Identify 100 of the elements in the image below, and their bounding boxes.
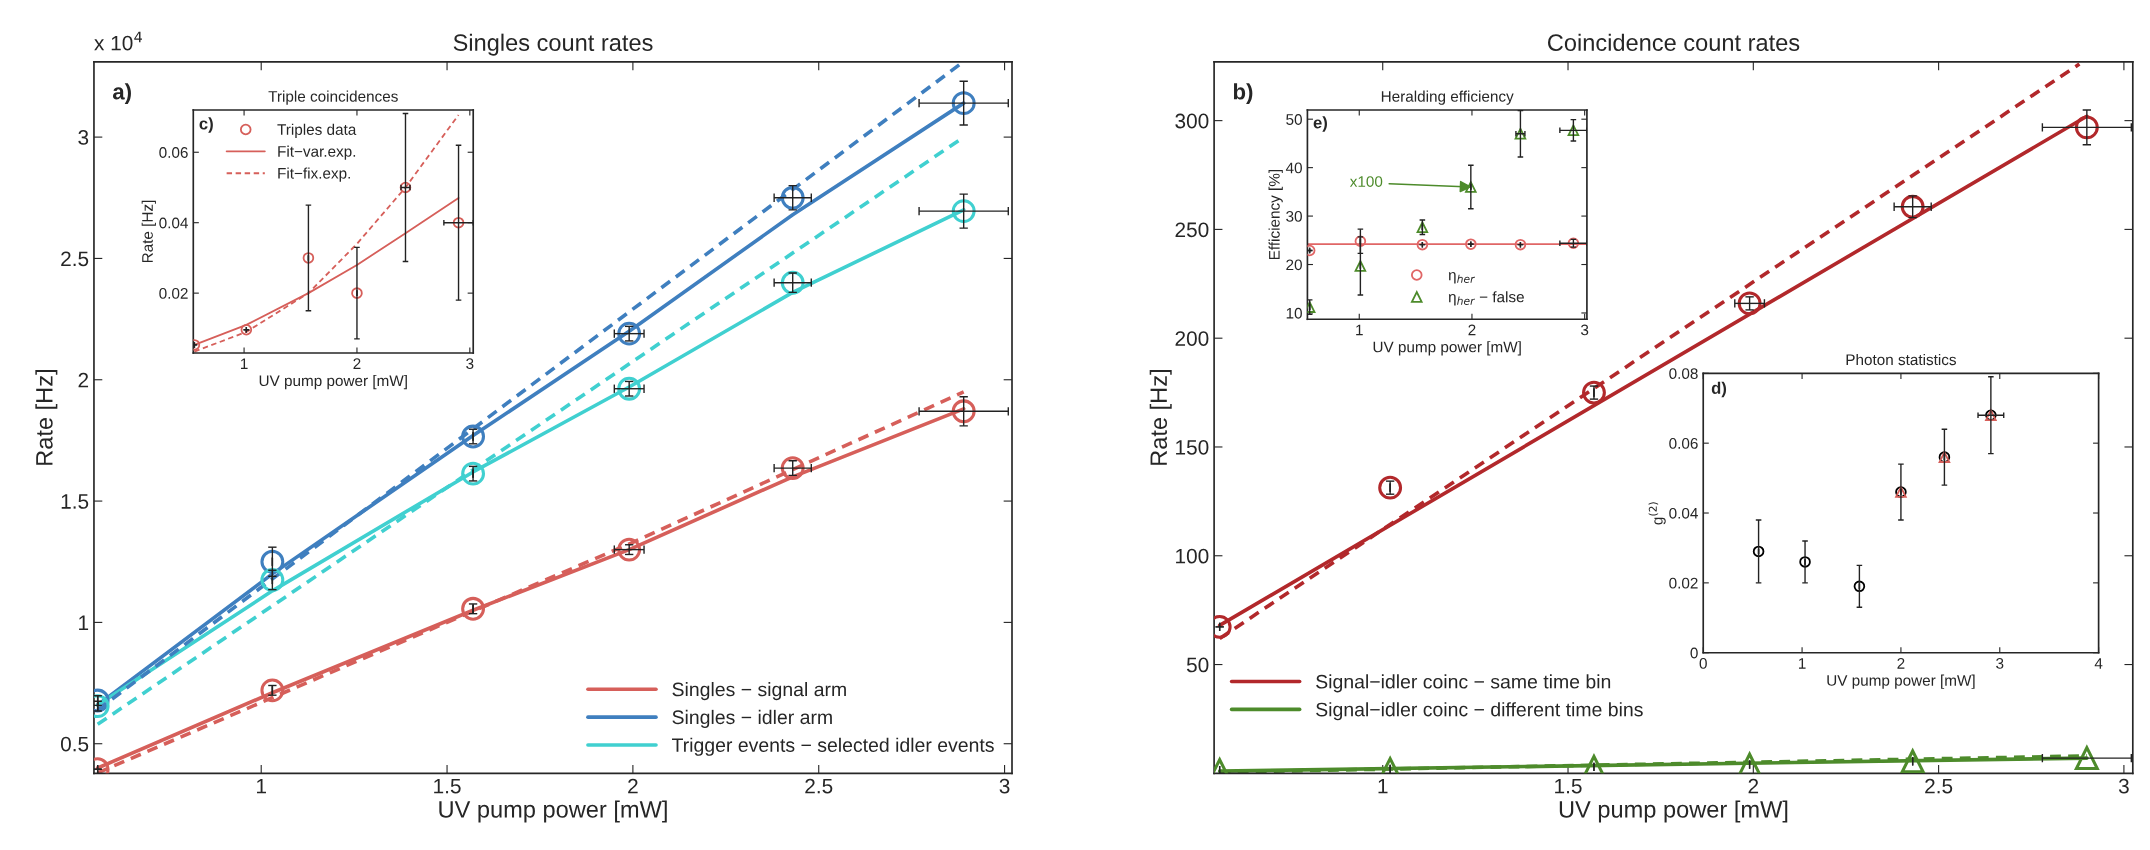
point [351, 287, 363, 299]
point [461, 461, 486, 486]
legend-label: η$_{her}$ − false [1448, 291, 1524, 306]
legend-label: Trigger events − selected idler events [671, 737, 994, 756]
y-axis-title: g$^{(2)}$ [1648, 502, 1666, 525]
point [240, 323, 253, 336]
point [1737, 291, 1762, 316]
point [1416, 238, 1429, 251]
y-tick-label: 2 [78, 372, 89, 388]
x-axis-title: UV pump power [mW] [1559, 800, 1788, 823]
y-tick-label: 0.06 [159, 147, 188, 158]
y-tick-label: 1.5 [61, 494, 89, 509]
chart-title: Triple coincidences [268, 90, 398, 105]
point [1416, 221, 1429, 233]
point [1514, 238, 1527, 251]
point [1354, 235, 1367, 248]
text: x 10$^{4}$ [94, 31, 142, 51]
annotation: d) [1711, 381, 1727, 398]
point [780, 456, 805, 481]
legend-label: Signal−idler coinc − different time bins [1316, 702, 1643, 721]
x-tick-label: 3 [1581, 324, 1589, 336]
annotation: x100 [1349, 176, 1383, 187]
annotation: b) [1233, 83, 1253, 104]
legend-label: Fit−fix.exp. [278, 167, 350, 182]
y-tick-label: 0 [1690, 647, 1698, 659]
y-tick-label: 100 [1176, 548, 1209, 564]
point [617, 321, 642, 346]
y-tick-label: 300 [1175, 113, 1209, 129]
point [1799, 556, 1811, 568]
x-tick-label: 2 [1748, 778, 1759, 794]
chart-title: Coincidence count rates [1548, 33, 1800, 51]
point [1582, 380, 1606, 405]
x-tick-label: 3 [1996, 657, 2004, 669]
y-tick-label: 0.04 [1669, 507, 1698, 519]
y-tick-label: 200 [1175, 331, 1209, 346]
chart-title: Heralding efficiency [1381, 90, 1514, 105]
y-tick-label: 0.08 [1669, 368, 1698, 380]
y-tick-label: 2.5 [61, 251, 89, 267]
x-tick-label: 1 [257, 778, 266, 794]
legend-label: Singles − idler arm [672, 709, 832, 728]
x-tick-label: 3 [999, 778, 1010, 794]
y-tick-label: 0.5 [60, 736, 89, 752]
x-tick-label: 3 [2118, 778, 2129, 794]
y-tick-label: 0.04 [159, 217, 188, 229]
x-tick-label: 2 [1897, 657, 1905, 669]
annotation: e) [1313, 116, 1327, 132]
point [1567, 124, 1580, 137]
x-axis-title: UV pump power [mW] [259, 374, 407, 390]
legend-label: Signal−idler coinc − same time bin [1316, 674, 1611, 693]
legend-label: Singles − signal arm [672, 682, 846, 701]
chart-title: Photon statistics [1846, 353, 1956, 366]
point [1465, 238, 1477, 250]
x-tick-label: 2 [1468, 324, 1476, 336]
point [260, 678, 285, 703]
point [951, 399, 976, 424]
point [1465, 181, 1477, 193]
y-tick-label: 20 [1286, 259, 1302, 271]
point [1853, 580, 1866, 593]
x-axis-title: UV pump power [mW] [1373, 341, 1521, 356]
x-tick-label: 1 [1378, 778, 1388, 794]
y-tick-label: 0.02 [1669, 577, 1698, 589]
x-tick-label: 2.5 [805, 778, 833, 794]
y-axis-title: Rate [Hz] [35, 370, 58, 465]
y-tick-label: 250 [1175, 222, 1209, 238]
x-tick-label: 0 [1699, 657, 1707, 669]
x-tick-label: 1 [241, 358, 248, 369]
x-axis-title: UV pump power [mW] [1827, 674, 1975, 689]
point [1378, 475, 1403, 500]
y-tick-label: 0.02 [159, 288, 188, 299]
point [617, 537, 642, 562]
x-tick-label: 1.5 [1555, 778, 1582, 794]
chart-title: Singles count rates [453, 33, 653, 56]
annotation: c) [199, 117, 213, 133]
point [617, 376, 642, 401]
x-tick-label: 1 [1356, 324, 1363, 336]
legend-label: Fit−var.exp. [278, 145, 356, 160]
y-axis-title: Efficiency [%] [1268, 170, 1283, 260]
y-tick-label: 150 [1176, 439, 1209, 455]
y-tick-label: 40 [1285, 162, 1302, 174]
annotation: a) [112, 83, 131, 104]
x-tick-label: 2 [353, 358, 361, 369]
y-tick-label: 50 [1186, 657, 1209, 673]
point [1354, 260, 1367, 272]
y-tick-label: 10 [1286, 307, 1302, 319]
x-tick-label: 2 [628, 778, 638, 794]
x-tick-label: 1 [1798, 658, 1806, 669]
point [461, 596, 486, 621]
point [780, 185, 805, 210]
y-tick-label: 3 [78, 130, 89, 145]
line-series [193, 114, 460, 353]
y-tick-label: 1 [79, 615, 89, 630]
y-tick-label: 50 [1286, 114, 1302, 125]
y-axis-title: Rate [Hz] [141, 200, 156, 263]
y-tick-label: 0.06 [1669, 438, 1698, 449]
x-tick-label: 1.5 [434, 778, 461, 794]
legend-label: η$_{her}$ [1448, 272, 1476, 284]
x-tick-label: 3 [466, 358, 474, 370]
point [461, 424, 486, 449]
x-axis-title: UV pump power [mW] [439, 800, 667, 823]
y-tick-label: 30 [1286, 210, 1302, 222]
